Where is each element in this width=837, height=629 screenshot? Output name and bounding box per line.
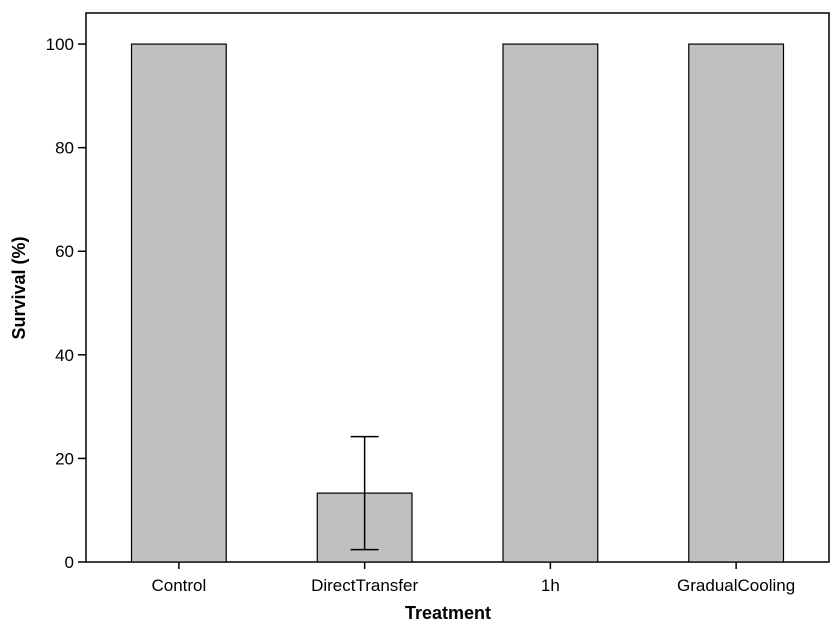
bar-control [130,43,227,563]
y-axis-title: Survival (%) [9,236,29,339]
bars-layer [130,43,785,563]
y-tick-label: 100 [46,35,74,54]
bar-1h [502,43,599,563]
x-tick-label: 1h [541,576,560,595]
y-tick-label: 20 [55,449,74,468]
x-axis: Control DirectTransfer 1h GradualCooling [151,562,795,595]
y-tick-label: 0 [65,553,74,572]
y-tick-label: 40 [55,346,74,365]
y-tick-label: 60 [55,242,74,261]
plot-area-frame [85,12,830,563]
x-tick-label: GradualCooling [677,576,795,595]
error-bars-layer [350,435,379,551]
y-tick-label: 80 [55,139,74,158]
x-axis-title: Treatment [405,603,491,623]
y-axis: 0 20 40 60 80 100 [46,35,86,572]
x-tick-label: DirectTransfer [311,576,418,595]
x-tick-label: Control [151,576,206,595]
bar-gradualcooling [688,43,785,563]
